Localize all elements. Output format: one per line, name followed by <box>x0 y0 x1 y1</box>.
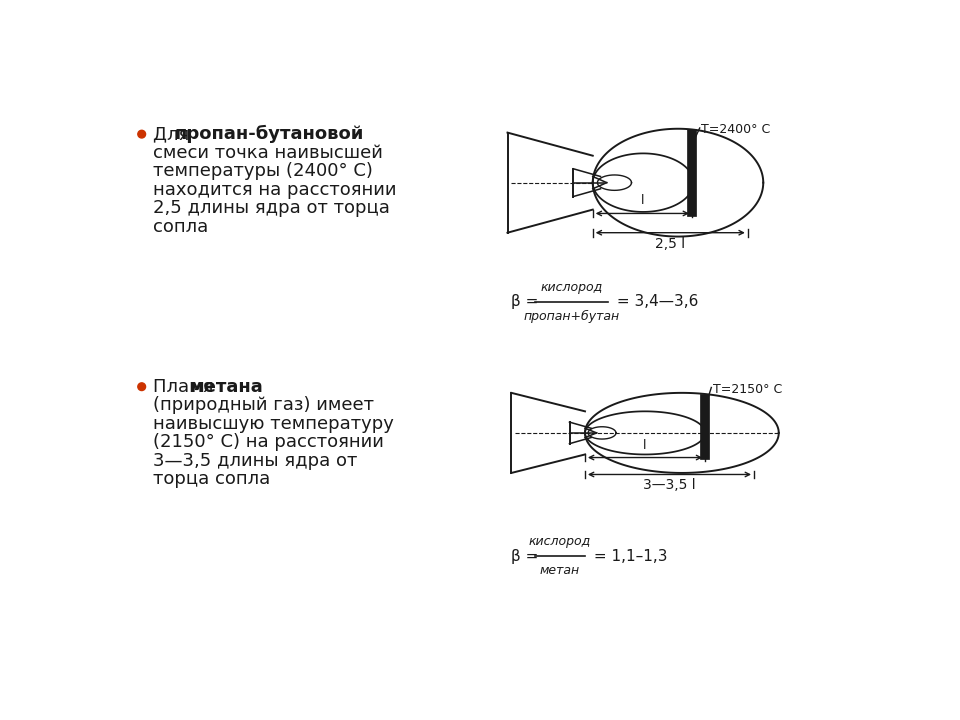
Text: Для: Для <box>153 125 195 143</box>
Text: метана: метана <box>190 378 263 396</box>
Text: 2,5 l: 2,5 l <box>655 238 685 251</box>
Text: торца сопла: торца сопла <box>153 470 270 488</box>
Text: (2150° С) на расстоянии: (2150° С) на расстоянии <box>153 433 383 451</box>
Circle shape <box>138 383 146 390</box>
Text: Пламя: Пламя <box>153 378 219 396</box>
Text: T=2400° C: T=2400° C <box>701 123 771 136</box>
Text: смеси точка наивысшей: смеси точка наивысшей <box>153 143 382 161</box>
Text: 3—3,5 l: 3—3,5 l <box>643 478 696 492</box>
Text: β =: β = <box>512 549 543 564</box>
Text: находится на расстоянии: находится на расстоянии <box>153 181 396 199</box>
Text: сопла: сопла <box>153 217 207 235</box>
Text: l: l <box>643 439 647 452</box>
Text: кислород: кислород <box>529 536 591 549</box>
Text: (природный газ) имеет: (природный газ) имеет <box>153 396 373 414</box>
Text: = 3,4—​3,6: = 3,4—​3,6 <box>612 294 699 310</box>
Text: 3—3,5 длины ядра от: 3—3,5 длины ядра от <box>153 451 357 469</box>
Text: β =: β = <box>512 294 543 310</box>
Text: температуры (2400° С): температуры (2400° С) <box>153 162 372 180</box>
Text: метан: метан <box>540 564 580 577</box>
Text: = 1,1–1,3: = 1,1–1,3 <box>588 549 667 564</box>
Text: пропан+бутан: пропан+бутан <box>523 310 619 323</box>
Text: 2,5 длины ядра от торца: 2,5 длины ядра от торца <box>153 199 390 217</box>
Circle shape <box>138 130 146 138</box>
Text: T=2150° C: T=2150° C <box>713 383 782 396</box>
Text: пропан-бутановой: пропан-бутановой <box>175 125 364 143</box>
Text: кислород: кислород <box>540 282 603 294</box>
Text: наивысшую температуру: наивысшую температуру <box>153 415 394 433</box>
Text: l: l <box>640 194 644 207</box>
